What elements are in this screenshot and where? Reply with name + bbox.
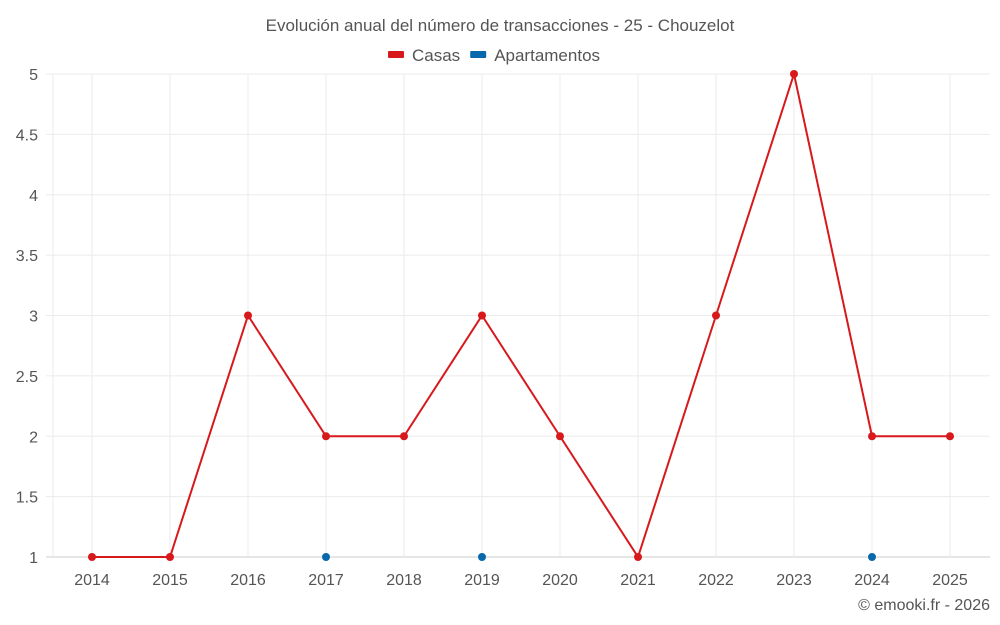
data-point-apartamentos (322, 553, 330, 561)
data-point-apartamentos (868, 553, 876, 561)
legend: Casas Apartamentos (388, 46, 600, 65)
x-tick-label: 2016 (230, 572, 266, 589)
data-point-casas (556, 432, 564, 441)
x-tick-label: 2022 (698, 572, 734, 589)
grid (46, 73, 990, 558)
series-line-casas (92, 70, 950, 560)
data-point-casas (946, 432, 954, 441)
chart-title: Evolución anual del número de transaccio… (266, 16, 735, 35)
y-tick-label: 1.5 (16, 490, 38, 507)
legend-label: Casas (412, 46, 460, 65)
x-tick-label: 2018 (386, 572, 422, 589)
y-tick-label: 1 (29, 550, 38, 567)
data-point-apartamentos (478, 553, 486, 561)
data-point-casas (478, 311, 486, 320)
x-tick-label: 2023 (776, 572, 812, 589)
x-tick-label: 2025 (932, 572, 968, 589)
x-tick-label: 2017 (308, 572, 344, 589)
y-tick-label: 3 (29, 309, 38, 326)
y-tick-label: 3.5 (16, 248, 38, 265)
data-point-casas (400, 432, 408, 441)
x-tick-label: 2021 (620, 572, 656, 589)
data-point-casas (634, 553, 642, 561)
data-point-casas (166, 553, 174, 561)
axes: 1 1.5 2 2.5 3 3.5 4 4.5 5 2014 2015 2016 2017 2018 201… (16, 67, 968, 589)
y-tick-label: 2 (29, 429, 38, 446)
data-point-casas (790, 70, 798, 78)
y-tick-label: 2.5 (16, 369, 38, 386)
y-tick-label: 5 (29, 67, 38, 84)
x-tick-label: 2014 (74, 572, 110, 589)
x-tick-label: 2020 (542, 572, 578, 589)
x-tick-label: 2019 (464, 572, 500, 589)
data-point-casas (868, 432, 876, 441)
x-tick-label: 2015 (152, 572, 188, 589)
y-tick-label: 4 (29, 188, 38, 205)
credit: © emooki.fr - 2026 (858, 597, 990, 614)
data-point-casas (322, 432, 330, 441)
y-tick-label: 4.5 (16, 127, 38, 144)
series (88, 70, 954, 561)
x-tick-label: 2024 (854, 572, 890, 589)
data-point-casas (712, 311, 720, 320)
legend-label: Apartamentos (494, 46, 600, 65)
data-point-casas (88, 553, 96, 561)
legend-swatch-casas (388, 51, 404, 58)
data-point-casas (244, 311, 252, 320)
legend-swatch-apartamentos (470, 51, 487, 58)
